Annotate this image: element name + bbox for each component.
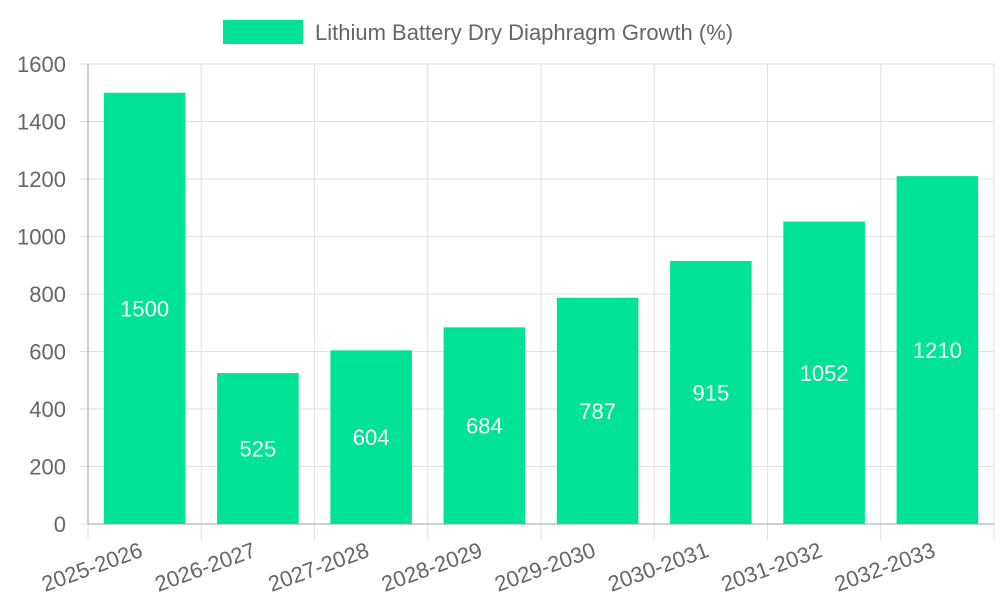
y-tick-label: 200 <box>29 455 66 480</box>
bar-value-label: 1210 <box>913 338 962 363</box>
x-tick-label: 2030-2031 <box>605 537 712 596</box>
bar-2028-2029[interactable] <box>443 327 526 524</box>
x-tick-label: 2031-2032 <box>718 537 825 596</box>
legend[interactable]: Lithium Battery Dry Diaphragm Growth (%) <box>223 20 733 45</box>
legend-label: Lithium Battery Dry Diaphragm Growth (%) <box>315 20 733 45</box>
y-tick-label: 1000 <box>17 225 66 250</box>
bar-2029-2030[interactable] <box>556 297 639 524</box>
y-tick-label: 1400 <box>17 110 66 135</box>
bar-2025-2026[interactable] <box>103 92 186 524</box>
x-tick-label: 2027-2028 <box>265 537 372 596</box>
y-tick-label: 600 <box>29 340 66 365</box>
bar-2026-2027[interactable] <box>217 373 299 524</box>
y-axis-ticks: 0 200 400 600 800 1000 1200 1400 1600 <box>17 52 66 537</box>
x-tick-label: 2029-2030 <box>491 537 598 596</box>
bar-value-label: 1052 <box>800 361 849 386</box>
bar-value-label: 915 <box>693 380 730 405</box>
x-tick-label: 2032-2033 <box>831 537 938 596</box>
bar-2030-2031[interactable] <box>670 260 752 524</box>
bar-2027-2028[interactable] <box>330 350 412 524</box>
bars: 1500 525 604 684 787 915 1052 1210 <box>103 92 979 525</box>
bar-value-label: 525 <box>240 437 277 462</box>
y-tick-label: 0 <box>54 512 66 537</box>
y-tick-label: 1600 <box>17 52 66 77</box>
grid-lines <box>80 63 995 540</box>
legend-swatch <box>223 20 303 44</box>
x-tick-label: 2028-2029 <box>378 537 485 596</box>
x-tick-label: 2026-2027 <box>152 537 259 596</box>
bar-value-label: 787 <box>579 399 616 424</box>
bar-2031-2032[interactable] <box>783 221 865 525</box>
y-tick-label: 1200 <box>17 167 66 192</box>
bar-value-label: 1500 <box>120 296 169 321</box>
x-tick-label: 2025-2026 <box>38 537 145 596</box>
y-tick-label: 400 <box>29 397 66 422</box>
y-tick-label: 800 <box>29 282 66 307</box>
bar-value-label: 684 <box>466 414 503 439</box>
bar-2032-2033[interactable] <box>896 176 979 524</box>
x-axis-ticks: 2025-2026 2026-2027 2027-2028 2028-2029 2029… <box>38 537 938 596</box>
bar-value-label: 604 <box>353 425 390 450</box>
